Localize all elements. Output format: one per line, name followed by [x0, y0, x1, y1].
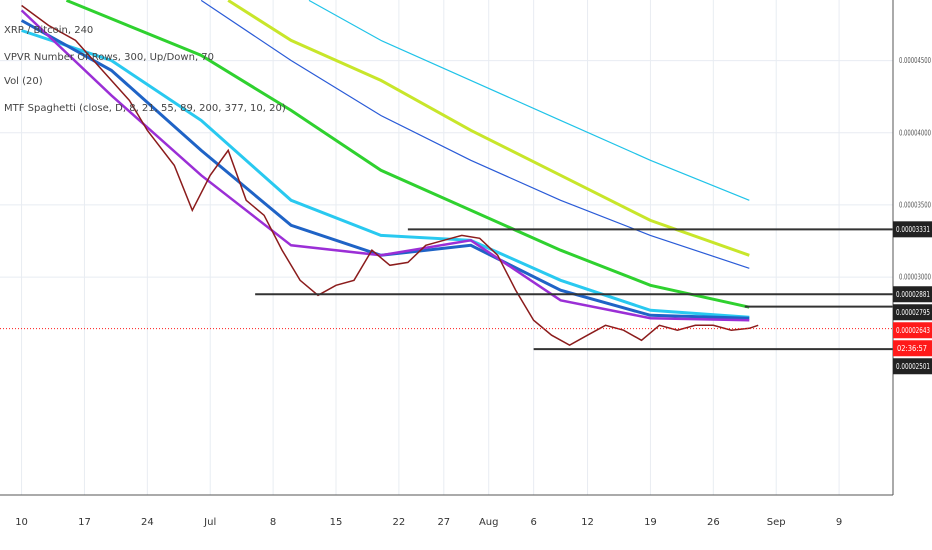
x-tick-label: 10 — [15, 517, 28, 528]
axes: 10 17 24 Jul 8 15 22 27 Aug 6 12 19 26 Sep 9 0.00004500… — [15, 56, 932, 528]
x-tick-label: 6 — [530, 517, 536, 528]
y-tick-label: 0.00004000 — [899, 128, 931, 137]
x-tick-label: 24 — [141, 517, 154, 528]
plot-area — [0, 0, 893, 351]
x-tick-label: 22 — [393, 517, 406, 528]
x-tick-label: Aug — [479, 517, 499, 528]
price-label: 0.00002881 — [896, 290, 930, 299]
grid — [0, 0, 893, 495]
series-line — [227, 0, 750, 257]
symbol-title: XRP / Bitcoin, 240 — [4, 25, 93, 36]
x-tick-label: 9 — [836, 517, 842, 528]
price-label-box — [893, 304, 932, 321]
series-line — [200, 0, 750, 269]
series-line — [21, 29, 750, 319]
x-tick-label: 26 — [707, 517, 720, 528]
x-tick-label: Sep — [767, 517, 786, 528]
price-label: 0.00002643 — [896, 326, 930, 335]
price-label: 0.00002795 — [896, 308, 930, 317]
y-tick-label: 0.00003500 — [899, 200, 931, 209]
indicator-label: VPVR Number Of Rows, 300, Up/Down, 70 — [4, 52, 214, 63]
x-tick-label: 27 — [437, 517, 450, 528]
series-line — [65, 0, 750, 309]
y-tick-label: 0.00003000 — [899, 273, 931, 282]
countdown: 02:36:57 — [897, 344, 927, 353]
price-label: 0.00003331 — [896, 225, 930, 234]
x-tick-label: 8 — [270, 517, 276, 528]
price-label-box — [893, 221, 932, 238]
x-tick-label: 12 — [581, 517, 594, 528]
price-label-box — [893, 286, 932, 303]
x-tick-label: Jul — [203, 517, 216, 528]
price-label: 0.00002501 — [896, 362, 930, 371]
countdown-box — [893, 340, 932, 357]
indicator-label: MTF Spaghetti (close, D, 8, 21, 55, 89, … — [4, 103, 286, 114]
indicator-label: Vol (20) — [4, 76, 43, 87]
x-tick-label: 19 — [644, 517, 657, 528]
series-line — [308, 0, 750, 201]
price-label-box — [893, 322, 932, 339]
x-tick-label: 15 — [330, 517, 343, 528]
y-tick-label: 0.00004500 — [899, 56, 931, 65]
price-label-box — [893, 358, 932, 375]
x-tick-label: 17 — [78, 517, 91, 528]
series-line — [20, 9, 750, 322]
series-line — [21, 4, 759, 347]
